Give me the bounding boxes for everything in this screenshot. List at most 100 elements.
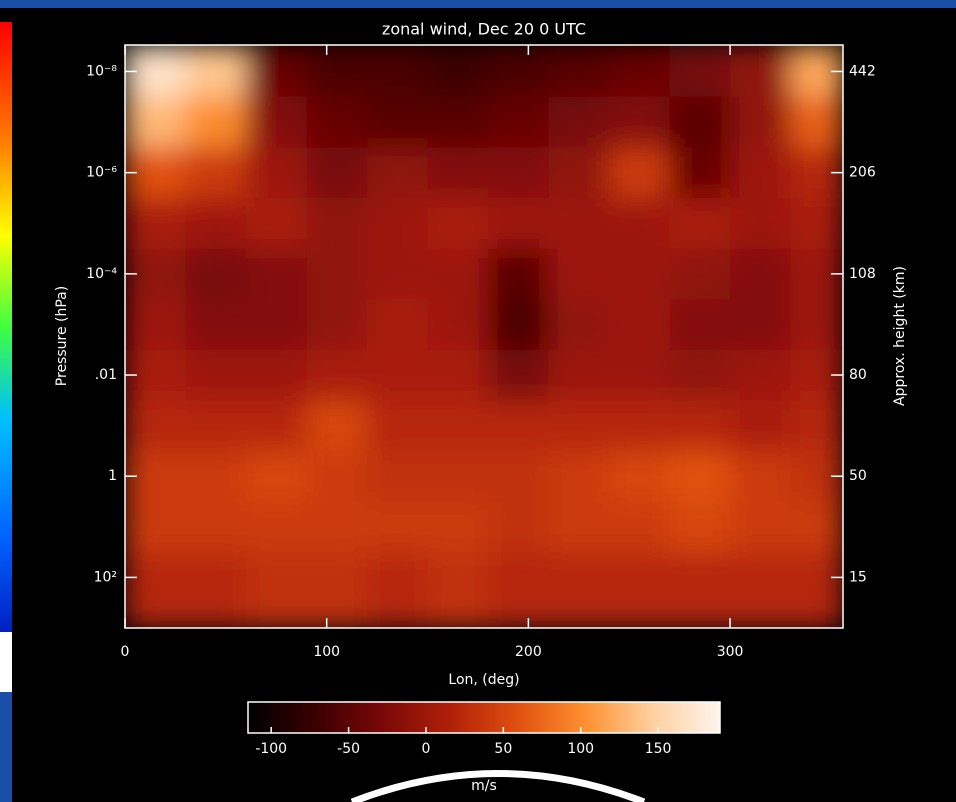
window-frame (0, 0, 956, 8)
heatmap-cell (428, 350, 489, 401)
heatmap-cells (125, 45, 844, 629)
heatmap-cell (670, 299, 731, 350)
heatmap-cell (307, 198, 368, 249)
colorbar-tick-label: -100 (255, 741, 287, 757)
heatmap-cell (428, 299, 489, 350)
heatmap-cell (246, 249, 307, 300)
heatmap-cell (428, 249, 489, 300)
heatmap-cell (730, 249, 791, 300)
heatmap-cell (670, 97, 731, 148)
heatmap-cell (670, 350, 731, 401)
x-tick-label: 200 (515, 644, 542, 660)
heatmap-cell (186, 451, 247, 502)
heatmap-cell (609, 97, 670, 148)
heatmap-cell (186, 552, 247, 628)
heatmap-cell (730, 400, 791, 451)
overlay-arc (352, 774, 644, 802)
background-panel (0, 692, 12, 802)
heatmap-cell (367, 198, 428, 249)
x-tick-label: 100 (313, 644, 340, 660)
heatmap-cell (246, 451, 307, 502)
heatmap-cell (609, 45, 670, 97)
x-tick-label: 300 (717, 644, 744, 660)
heatmap-cell (549, 249, 610, 300)
heatmap-cell (307, 552, 368, 628)
heatmap-cell (428, 147, 489, 198)
heatmap-cell (730, 45, 791, 97)
heatmap-cell (186, 350, 247, 401)
heatmap-cell (186, 502, 247, 553)
heatmap-cell (428, 552, 489, 628)
heatmap-cell (246, 45, 307, 97)
heatmap-cell (367, 552, 428, 628)
heatmap-cell (428, 502, 489, 553)
y2-axis-label: Approx. height (km) (892, 266, 908, 406)
heatmap-cell (488, 350, 549, 401)
heatmap-cell (670, 45, 731, 97)
heatmap (125, 45, 844, 629)
heatmap-cell (367, 451, 428, 502)
heatmap-cell (307, 249, 368, 300)
heatmap-cell (549, 451, 610, 502)
heatmap-cell (670, 198, 731, 249)
heatmap-cell (670, 451, 731, 502)
heatmap-cell (488, 147, 549, 198)
heatmap-cell (428, 198, 489, 249)
y2-tick-label: 15 (849, 569, 867, 585)
heatmap-cell (549, 45, 610, 97)
heatmap-cell (186, 147, 247, 198)
heatmap-cell (186, 299, 247, 350)
chart: 010020030010⁻⁸44210⁻⁶20610⁻⁴108.01801501… (0, 0, 956, 802)
heatmap-cell (367, 400, 428, 451)
heatmap-cell (549, 198, 610, 249)
heatmap-cell (186, 198, 247, 249)
heatmap-cell (125, 400, 186, 451)
heatmap-cell (307, 97, 368, 148)
heatmap-cell (549, 400, 610, 451)
heatmap-cell (428, 400, 489, 451)
colorbar-tick-label: -50 (337, 741, 360, 757)
heatmap-cell (246, 502, 307, 553)
heatmap-cell (488, 502, 549, 553)
heatmap-cell (609, 350, 670, 401)
heatmap-cell (730, 552, 791, 628)
background-colorbar (0, 22, 12, 632)
heatmap-cell (125, 552, 186, 628)
heatmap-cell (670, 502, 731, 553)
colorbar-tick-label: 0 (422, 741, 431, 757)
heatmap-cell (367, 97, 428, 148)
heatmap-cell (670, 147, 731, 198)
heatmap-cell (307, 350, 368, 401)
y-tick-label: 10² (94, 569, 117, 585)
heatmap-cell (730, 451, 791, 502)
heatmap-cell (791, 97, 844, 148)
heatmap-cell (307, 451, 368, 502)
heatmap-cell (246, 147, 307, 198)
heatmap-cell (549, 147, 610, 198)
chart-title: zonal wind, Dec 20 0 UTC (382, 20, 586, 39)
heatmap-cell (488, 97, 549, 148)
heatmap-cell (488, 249, 549, 300)
heatmap-cell (549, 299, 610, 350)
heatmap-cell (367, 299, 428, 350)
heatmap-cell (428, 97, 489, 148)
heatmap-cell (125, 502, 186, 553)
y-tick-label: 10⁻⁴ (86, 266, 117, 282)
heatmap-cell (428, 45, 489, 97)
heatmap-cell (186, 97, 247, 148)
heatmap-cell (488, 451, 549, 502)
heatmap-cell (609, 502, 670, 553)
heatmap-cell (246, 97, 307, 148)
heatmap-cell (549, 97, 610, 148)
y-tick-label: 10⁻⁸ (86, 63, 117, 79)
heatmap-cell (791, 400, 844, 451)
heatmap-cell (791, 552, 844, 628)
heatmap-cell (307, 400, 368, 451)
heatmap-cell (730, 299, 791, 350)
heatmap-cell (307, 299, 368, 350)
heatmap-cell (186, 400, 247, 451)
heatmap-cell (307, 147, 368, 198)
y-tick-label: 10⁻⁶ (86, 165, 117, 181)
y-tick-label: 1 (108, 468, 117, 484)
heatmap-cell (730, 97, 791, 148)
